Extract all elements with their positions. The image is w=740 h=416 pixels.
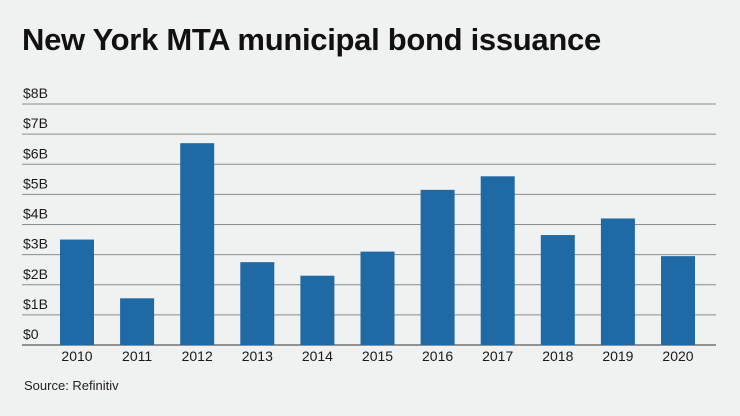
bar-2020 xyxy=(661,256,695,345)
bar-2017 xyxy=(480,176,515,345)
x-tick-label: 2012 xyxy=(182,348,213,364)
y-tick-label: $1B xyxy=(23,296,48,312)
bar-2010 xyxy=(60,239,94,345)
y-tick-label: $3B xyxy=(23,236,48,252)
x-axis-labels: 2010 2011 2012 2013 2014 2015 2016 2017 2018 2019… xyxy=(61,348,693,364)
bar-2019 xyxy=(600,218,635,345)
bar-2015 xyxy=(360,251,395,345)
y-tick-label: $6B xyxy=(23,145,48,161)
y-tick-label: $7B xyxy=(23,115,48,131)
x-tick-label: 2014 xyxy=(302,348,333,364)
y-tick-label: $0 xyxy=(23,326,39,342)
x-tick-label: 2020 xyxy=(662,348,693,364)
x-tick-label: 2015 xyxy=(362,348,393,364)
y-tick-label: $8B xyxy=(23,85,48,101)
bar-2013 xyxy=(240,262,275,345)
source-note: Source: Refinitiv xyxy=(24,378,119,393)
y-tick-label: $2B xyxy=(23,266,48,282)
x-tick-label: 2018 xyxy=(542,348,573,364)
bar-2016 xyxy=(420,189,455,345)
y-tick-label: $4B xyxy=(23,206,48,222)
x-tick-label: 2016 xyxy=(422,348,453,364)
bar-2011 xyxy=(120,298,155,345)
y-tick-label: $5B xyxy=(23,175,48,191)
x-tick-label: 2017 xyxy=(482,348,513,364)
bar-2014 xyxy=(300,275,335,345)
y-axis-labels: $0 $1B $2B $3B $4B $5B $6B $7B $8B xyxy=(23,85,48,342)
x-tick-label: 2011 xyxy=(122,348,152,364)
chart-title: New York MTA municipal bond issuance xyxy=(22,22,601,57)
bar-2018 xyxy=(540,235,575,345)
bar-2012 xyxy=(180,143,215,345)
bars xyxy=(60,143,695,345)
x-tick-label: 2013 xyxy=(242,348,273,364)
x-tick-label: 2010 xyxy=(61,348,92,364)
x-tick-label: 2019 xyxy=(602,348,633,364)
